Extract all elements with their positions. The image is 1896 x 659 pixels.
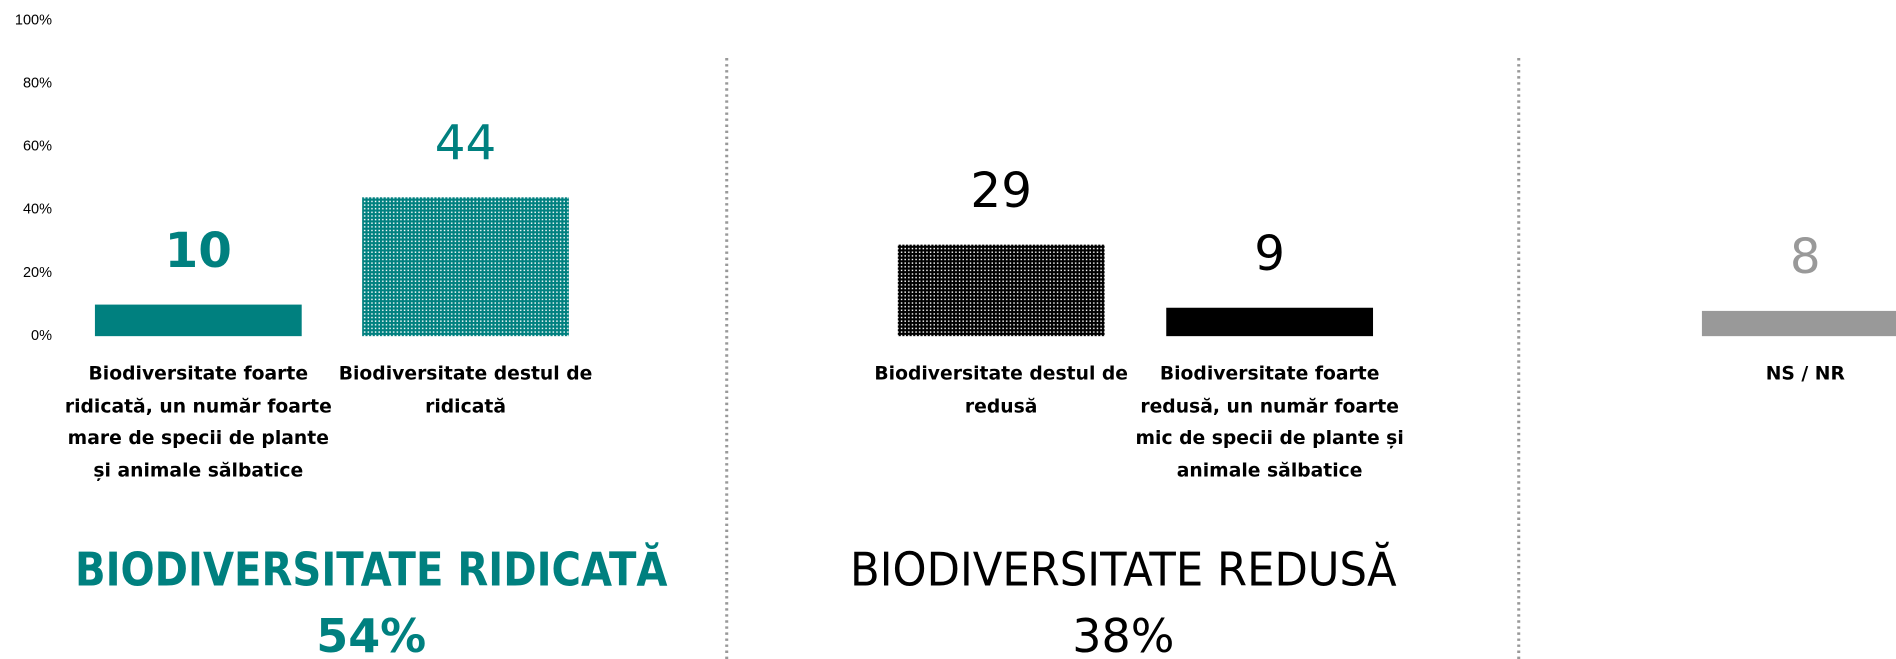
- category-label-box: Biodiversitate destul de redusă: [874, 362, 1129, 417]
- value-label: 8: [1790, 229, 1821, 285]
- y-tick-label: 80%: [23, 76, 52, 92]
- group-title: BIODIVERSITATE RIDICATĂ: [75, 542, 668, 597]
- bar: [1166, 307, 1374, 337]
- y-tick-label: 100%: [15, 12, 52, 28]
- y-tick-label: 20%: [23, 265, 52, 281]
- category-label: Biodiversitate foarte ridicată, un număr…: [64, 362, 332, 481]
- group-total: 38%: [1072, 609, 1174, 659]
- y-tick-label: 0%: [31, 328, 52, 344]
- y-tick-label: 40%: [23, 202, 52, 218]
- bar: [897, 244, 1105, 337]
- category-label-box: Biodiversitate foarte redusă, un număr f…: [1135, 362, 1404, 481]
- y-tick-label: 60%: [23, 139, 52, 155]
- value-label: 29: [970, 163, 1032, 219]
- category-label: Biodiversitate foarte redusă, un număr f…: [1135, 362, 1404, 481]
- category-label-box: Biodiversitate foarte ridicată, un număr…: [64, 362, 332, 481]
- category-label: NS / NR: [1765, 362, 1845, 385]
- bar: [94, 304, 302, 337]
- category-label: Biodiversitate destul de redusă: [874, 362, 1129, 417]
- group-total: 54%: [316, 609, 426, 659]
- value-label: 10: [165, 223, 232, 279]
- category-label-box: NS / NR: [1765, 362, 1845, 385]
- category-label: Biodiversitate destul de ridicată: [338, 362, 593, 417]
- bar: [1701, 310, 1896, 337]
- category-label-box: Biodiversitate destul de ridicată: [338, 362, 593, 417]
- value-label: 9: [1254, 226, 1285, 282]
- bar: [362, 197, 569, 337]
- value-label: 44: [435, 116, 497, 172]
- group-title: BIODIVERSITATE REDUSĂ: [850, 542, 1397, 597]
